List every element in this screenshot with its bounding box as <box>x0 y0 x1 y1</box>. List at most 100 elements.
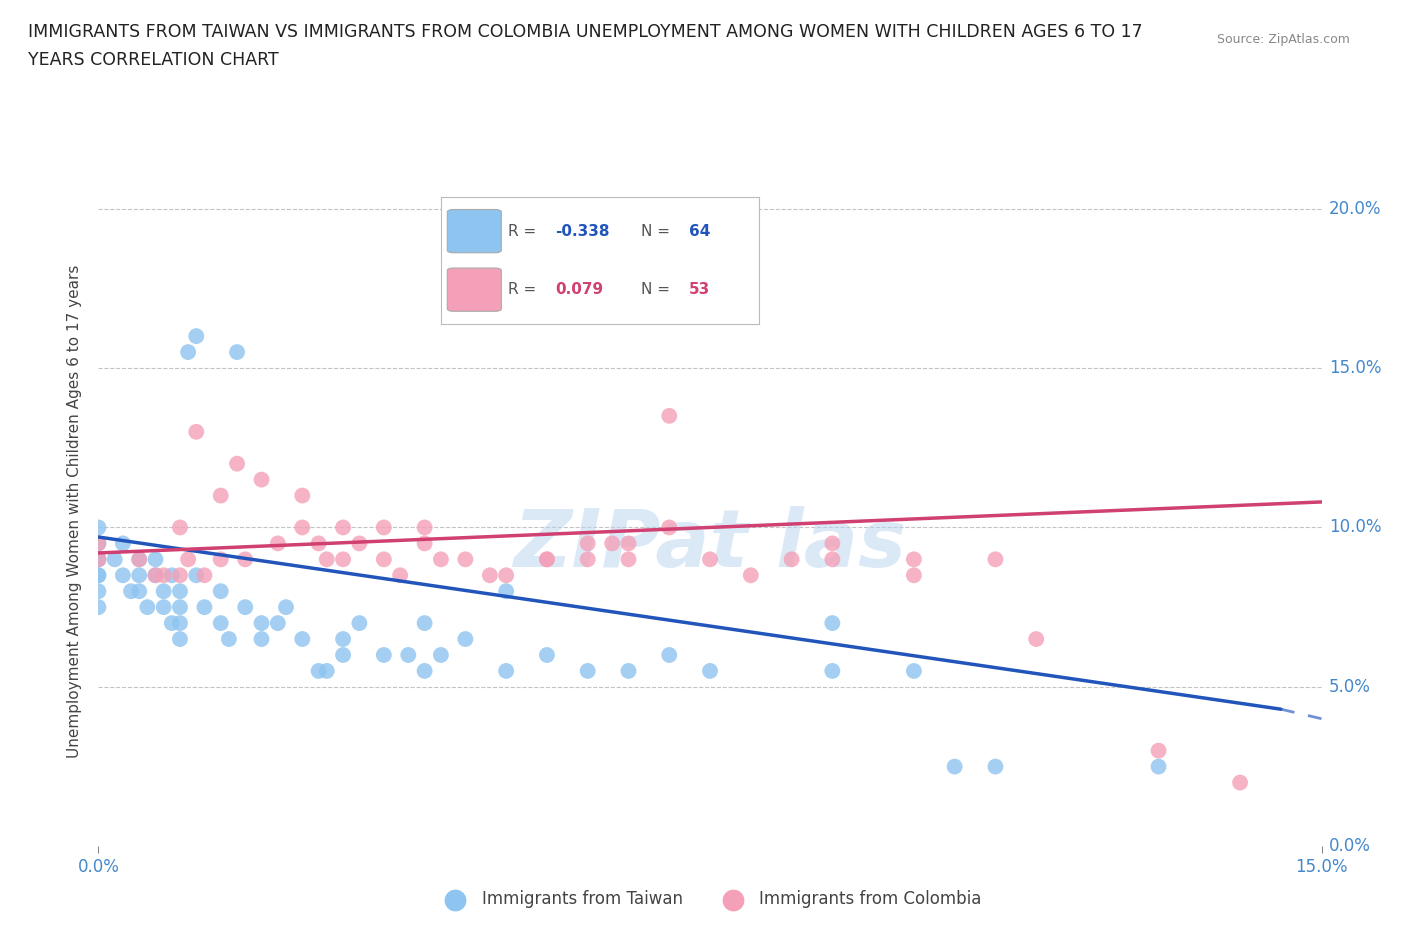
Point <box>169 520 191 535</box>
Point <box>152 568 174 583</box>
Text: ZIPat las: ZIPat las <box>513 506 907 584</box>
Point <box>169 600 191 615</box>
Point <box>209 584 232 599</box>
Point <box>903 551 925 566</box>
Point <box>740 568 762 583</box>
Point <box>821 536 844 551</box>
Point <box>87 568 110 583</box>
Point <box>576 536 599 551</box>
Point <box>186 568 208 583</box>
Point <box>430 551 453 566</box>
Point <box>373 551 395 566</box>
Point <box>821 663 844 678</box>
Point <box>495 233 517 248</box>
Point <box>226 345 249 360</box>
Text: 15.0%: 15.0% <box>1329 359 1381 377</box>
Point <box>413 663 436 678</box>
Point <box>943 759 966 774</box>
Point <box>658 520 681 535</box>
Point <box>120 584 142 599</box>
Point <box>145 568 167 583</box>
Point <box>152 584 174 599</box>
Point <box>136 600 159 615</box>
Text: 0.0%: 0.0% <box>1329 837 1371 856</box>
Point <box>349 536 371 551</box>
Point <box>454 631 477 646</box>
Point <box>291 631 314 646</box>
Point <box>87 551 110 566</box>
Point <box>984 551 1007 566</box>
Point <box>291 488 314 503</box>
Text: 20.0%: 20.0% <box>1329 200 1381 218</box>
Point <box>495 584 517 599</box>
Point <box>160 568 183 583</box>
Point <box>373 647 395 662</box>
Point <box>267 616 290 631</box>
Point <box>308 663 330 678</box>
Point <box>308 536 330 551</box>
Point <box>536 551 558 566</box>
Text: Source: ZipAtlas.com: Source: ZipAtlas.com <box>1216 33 1350 46</box>
Point <box>128 584 150 599</box>
Point <box>177 345 200 360</box>
Point <box>152 600 174 615</box>
Point <box>454 551 477 566</box>
Point <box>413 536 436 551</box>
Point <box>1229 775 1251 790</box>
Point <box>903 663 925 678</box>
Point <box>87 551 110 566</box>
Point <box>209 551 232 566</box>
Point <box>821 551 844 566</box>
Point <box>209 488 232 503</box>
Point <box>332 551 354 566</box>
Point <box>1147 743 1170 758</box>
Point <box>250 472 273 487</box>
Point <box>87 536 110 551</box>
Point <box>332 631 354 646</box>
Point <box>332 647 354 662</box>
Point <box>389 568 412 583</box>
Point <box>617 536 640 551</box>
Point <box>536 647 558 662</box>
Point <box>186 424 208 439</box>
Point <box>267 536 290 551</box>
Point <box>576 663 599 678</box>
Point <box>984 759 1007 774</box>
Point <box>104 551 127 566</box>
Point <box>87 551 110 566</box>
Point <box>145 551 167 566</box>
Point <box>111 568 134 583</box>
Point <box>169 616 191 631</box>
Point <box>396 647 419 662</box>
Legend: Immigrants from Taiwan, Immigrants from Colombia: Immigrants from Taiwan, Immigrants from … <box>432 884 988 915</box>
Point <box>87 520 110 535</box>
Point <box>233 551 256 566</box>
Point <box>145 568 167 583</box>
Point <box>413 616 436 631</box>
Point <box>128 551 150 566</box>
Point <box>1025 631 1047 646</box>
Point <box>160 616 183 631</box>
Point <box>495 568 517 583</box>
Point <box>1147 759 1170 774</box>
Point <box>478 568 501 583</box>
Point <box>169 631 191 646</box>
Point <box>315 663 337 678</box>
Y-axis label: Unemployment Among Women with Children Ages 6 to 17 years: Unemployment Among Women with Children A… <box>67 265 83 758</box>
Point <box>600 536 623 551</box>
Point <box>821 616 844 631</box>
Point <box>250 631 273 646</box>
Point <box>617 663 640 678</box>
Point <box>111 536 134 551</box>
Point <box>576 551 599 566</box>
Point <box>291 520 314 535</box>
Point <box>193 600 215 615</box>
Point <box>226 457 249 472</box>
Point <box>186 328 208 343</box>
Point <box>87 600 110 615</box>
Point <box>658 408 681 423</box>
Point <box>250 616 273 631</box>
Point <box>495 663 517 678</box>
Point <box>87 536 110 551</box>
Point <box>332 520 354 535</box>
